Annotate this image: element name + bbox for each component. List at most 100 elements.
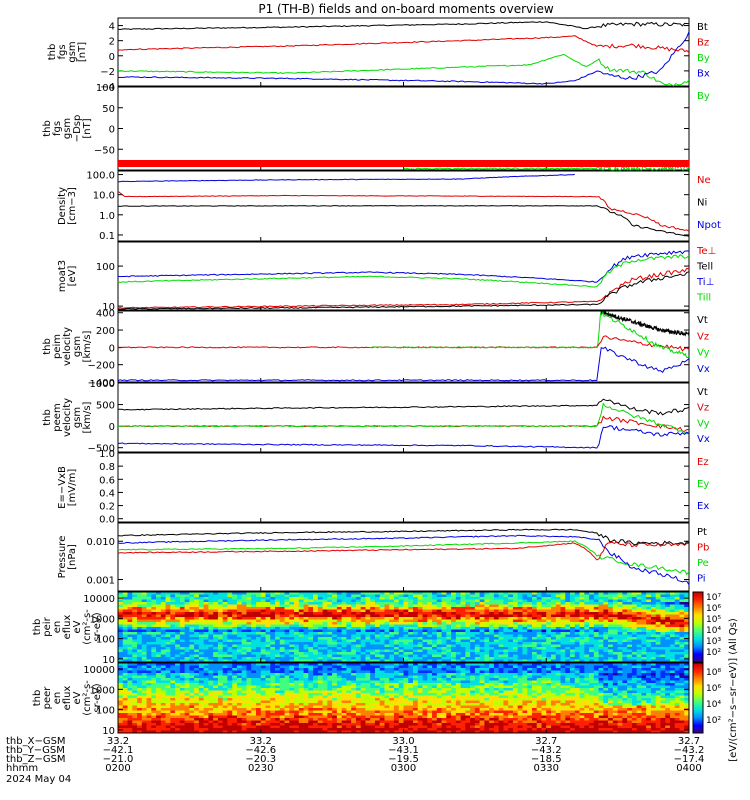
spectrum-cell: [631, 612, 637, 615]
spectrum-cell: [603, 619, 609, 623]
spectrum-cell: [608, 652, 614, 655]
series-line-Vx: [117, 346, 690, 382]
spectrum-cell: [141, 657, 147, 660]
spectrum-cell: [251, 678, 257, 681]
spectrum-cell: [408, 604, 414, 608]
spectrum-cell: [232, 700, 238, 704]
spectrum-cell: [660, 599, 666, 603]
spectrum-cell: [270, 718, 276, 721]
spectrum-cell: [598, 629, 604, 633]
spectrum-cell: [294, 659, 300, 663]
spectrum-cell: [360, 624, 366, 628]
spectrum-cell: [308, 622, 314, 625]
spectrum-cell: [327, 637, 333, 640]
spectrum-cell: [541, 617, 547, 620]
spectrum-cell: [370, 594, 376, 598]
spectrum-cell: [393, 599, 400, 603]
spectrum-cell: [512, 609, 518, 613]
spectrum-cell: [460, 617, 466, 620]
spectrum-cell: [232, 690, 238, 694]
spectrum-cell: [270, 688, 276, 691]
spectrum-cell: [137, 663, 143, 666]
spectrum-cell: [198, 710, 204, 714]
spectrum-cell: [531, 604, 538, 608]
spectrum-cell: [570, 594, 576, 598]
spectrum-cell: [217, 594, 223, 598]
spectrum-cell: [379, 629, 385, 633]
spectrum-cell: [351, 592, 357, 595]
spectrum-cell: [512, 614, 518, 618]
spectrum-cell: [379, 622, 385, 625]
spectrum-cell: [270, 693, 276, 696]
spectrum-cell: [436, 649, 442, 653]
spectrum-cell: [141, 698, 147, 701]
spectrum-cell: [198, 632, 204, 635]
spectrum-cell: [332, 659, 338, 663]
spectrum-cell: [393, 609, 400, 613]
spectrum-cell: [184, 602, 190, 605]
spectrum-cell: [198, 698, 204, 701]
spectrum-cell: [170, 725, 176, 729]
spectrum-cell: [565, 612, 571, 615]
spectrum-cell: [137, 649, 143, 653]
spectrum-cell: [560, 609, 566, 613]
spectrum-cell: [441, 639, 447, 643]
spectrum-cell: [341, 644, 347, 648]
spectrum-cell: [189, 649, 195, 653]
spectrum-cell: [313, 647, 319, 650]
spectrum-cell: [156, 627, 162, 630]
spectrum-cell: [303, 728, 309, 731]
panel-9: 10000100010010thbpeirenefluxeV(cm²-s-sr-…: [32, 591, 690, 666]
spectrum-cell: [289, 668, 295, 671]
spectrum-cell: [403, 604, 409, 608]
spectrum-cell: [246, 728, 252, 731]
spectrum-cell: [379, 612, 385, 615]
spectrum-cell: [332, 639, 338, 643]
spectrum-cell: [284, 695, 290, 699]
spectrum-cell: [384, 644, 390, 648]
spectrum-cell: [531, 649, 538, 653]
spectrum-cell: [165, 617, 171, 620]
spectrum-cell: [365, 632, 371, 635]
spectrum-cell: [175, 594, 181, 598]
spectrum-cell: [227, 693, 233, 696]
spectrum-cell: [560, 642, 566, 645]
spectrum-cell: [669, 654, 676, 658]
spectrum-cell: [546, 632, 552, 635]
spectrum-cell: [232, 713, 238, 716]
spectrum-cell: [265, 683, 271, 686]
spectrum-cell: [313, 617, 319, 620]
spectrum-cell: [141, 715, 147, 719]
spectrum-cell: [341, 632, 347, 635]
spectrum-cell: [213, 673, 219, 676]
spectrum-cell: [151, 592, 157, 595]
spectrum-cell: [175, 604, 181, 608]
spectrum-cell: [436, 612, 442, 615]
spectrum-cell: [460, 637, 466, 640]
spectrum-cell: [493, 652, 499, 655]
spectrum-cell: [236, 652, 243, 655]
spectrum-cell: [251, 698, 257, 701]
spectrum-cell: [251, 652, 257, 655]
spectrum-cell: [179, 688, 185, 691]
spectrum-cell: [179, 725, 185, 729]
spectrum-cell: [474, 634, 480, 638]
spectrum-cell: [198, 644, 204, 648]
spectrum-cell: [289, 683, 295, 686]
spectrum-cell: [398, 602, 404, 605]
spectrum-cell: [265, 713, 271, 716]
spectrum-cell: [255, 683, 262, 686]
spectrum-cell: [308, 609, 314, 613]
spectrum-cell: [294, 678, 300, 681]
spectrum-cell: [655, 614, 661, 618]
spectrum-cell: [251, 647, 257, 650]
spectrum-cell: [294, 720, 300, 724]
spectrum-cell: [522, 634, 528, 638]
spectrum-cell: [184, 592, 190, 595]
spectrum-cell: [317, 685, 323, 689]
spectrum-cell: [508, 609, 514, 613]
spectrum-cell: [146, 624, 152, 628]
spectrum-cell: [184, 629, 190, 633]
spectrum-cell: [156, 728, 162, 731]
spectrum-cell: [265, 634, 271, 638]
